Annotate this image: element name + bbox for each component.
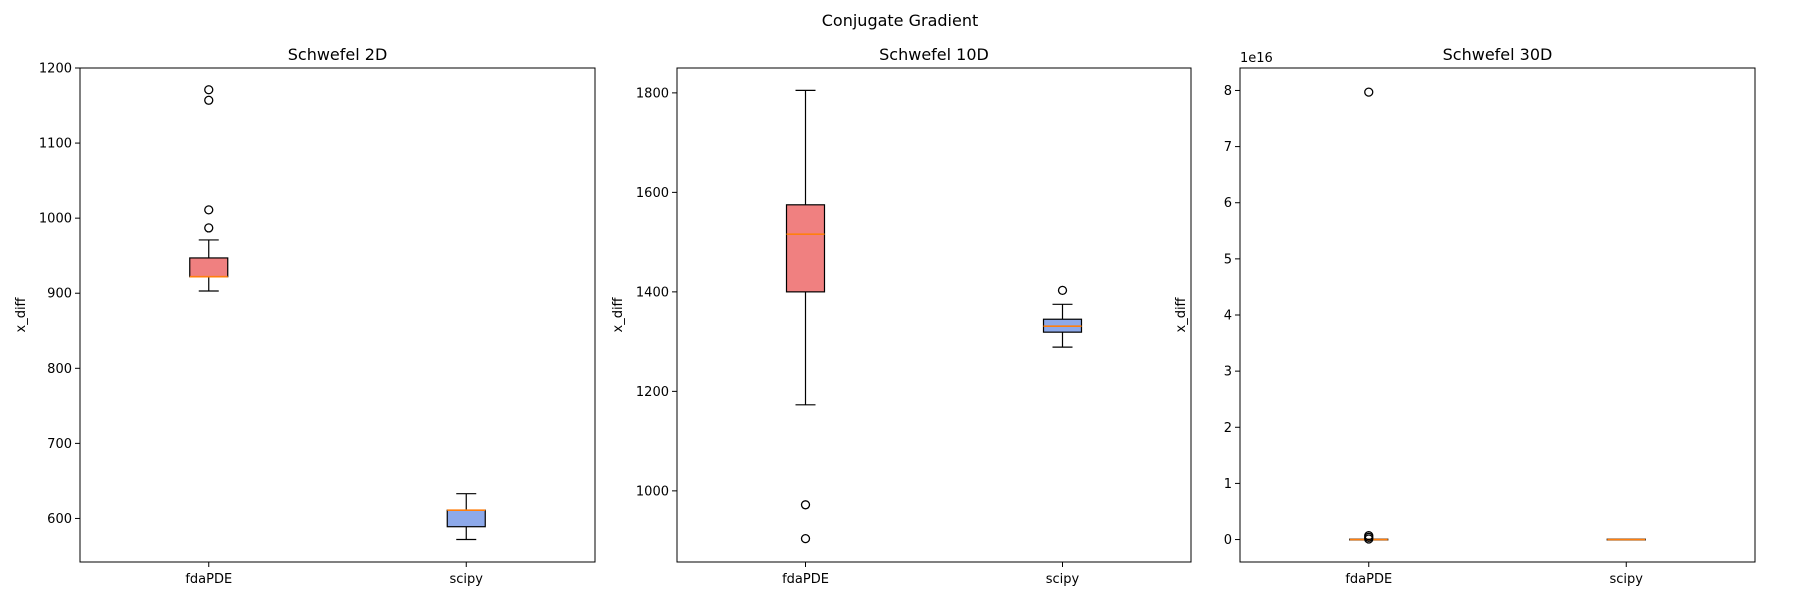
box-fdaPDE: [1349, 87, 1389, 544]
subplot-2: Schwefel 10D x_diff 1000 1200 1400 1600 1800 fd…: [611, 45, 1192, 587]
plot-frame: [1239, 67, 1756, 563]
y-tick-label: 600: [47, 512, 72, 527]
subplot-title: Schwefel 10D: [879, 45, 989, 64]
x-tick-label: scipy: [1610, 572, 1644, 587]
plot-frame: [79, 67, 596, 563]
outlier-point: [1364, 530, 1374, 541]
subplot-1: Schwefel 2D x_diff 600 700 800 900 1000 1100 120…: [14, 45, 596, 587]
box-iqr: [189, 257, 229, 278]
y-tick-label: 7: [1224, 140, 1232, 155]
y-tick-label: 4: [1224, 309, 1232, 324]
outlier-point: [204, 85, 214, 95]
y-tick-label: 8: [1224, 84, 1232, 99]
y-tick-label: 1400: [636, 285, 669, 300]
y-offset-text: 1e16: [1240, 51, 1273, 66]
y-tick-label: 0: [1224, 533, 1232, 548]
x-tick-label: fdaPDE: [185, 572, 232, 587]
box-fdaPDE: [189, 85, 229, 292]
outlier-point: [1057, 285, 1068, 296]
y-axis-label: x_diff: [1174, 296, 1189, 332]
y-tick-label: 800: [47, 362, 72, 377]
outlier-point: [204, 205, 214, 215]
box-fdaPDE: [785, 89, 826, 544]
y-tick-label: 1100: [39, 137, 72, 152]
y-tick-label: 5: [1224, 252, 1232, 267]
box-scipy: [446, 493, 486, 541]
x-tick-label: fdaPDE: [782, 572, 829, 587]
y-tick-label: 1800: [636, 86, 669, 101]
subplot-title: Schwefel 2D: [288, 45, 388, 64]
outlier-point: [1364, 87, 1374, 97]
box-scipy: [1606, 538, 1646, 541]
outlier-point: [204, 95, 214, 105]
outlier-point: [204, 223, 214, 233]
y-tick-label: 1000: [636, 484, 669, 499]
plot-frame: [676, 67, 1192, 563]
y-tick-label: 900: [47, 287, 72, 302]
outlier-point: [800, 533, 811, 544]
box-iqr: [785, 204, 826, 293]
box-scipy: [1042, 285, 1083, 348]
y-tick-label: 1: [1224, 477, 1232, 492]
y-tick-label: 6: [1224, 196, 1232, 211]
box-iqr: [446, 509, 486, 528]
y-tick-label: 2: [1224, 421, 1232, 436]
y-axis-label: x_diff: [611, 296, 626, 332]
x-tick-label: scipy: [450, 572, 484, 587]
figure-suptitle: Conjugate Gradient: [822, 11, 979, 30]
subplot-3: Schwefel 30D x_diff 1e16 0 1 2 3 4 5 6 7 8 fdaPDE sci…: [1174, 45, 1756, 587]
x-tick-label: scipy: [1046, 572, 1080, 587]
y-tick-label: 1200: [636, 385, 669, 400]
outlier-point: [800, 500, 811, 510]
y-tick-label: 1200: [39, 62, 72, 77]
y-tick-label: 700: [47, 437, 72, 452]
y-axis-label: x_diff: [14, 296, 29, 332]
y-tick-label: 1600: [636, 186, 669, 201]
y-tick-label: 1000: [39, 212, 72, 227]
subplot-title: Schwefel 30D: [1443, 45, 1553, 64]
x-tick-label: fdaPDE: [1345, 572, 1392, 587]
y-tick-label: 3: [1224, 365, 1232, 380]
